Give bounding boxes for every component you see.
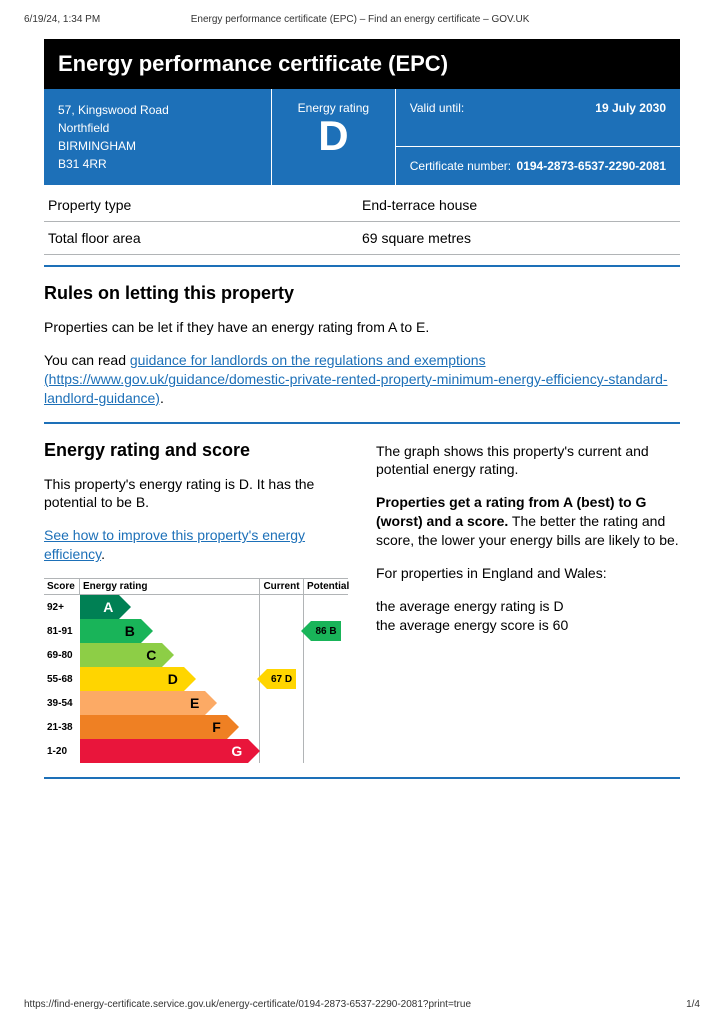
energy-right-col: The graph shows this property's current … (376, 424, 680, 764)
row-potential-cell (304, 739, 348, 763)
cert-value: 0194-2873-6537-2290-2081 (517, 159, 666, 173)
energy-right-p4: the average energy rating is D the avera… (376, 597, 680, 635)
row-current-cell (260, 715, 304, 739)
row-bar: D (80, 667, 184, 691)
row-bar-wrap: E (80, 691, 260, 715)
row-score: 92+ (44, 602, 80, 613)
chart-row-a: 92+A (44, 595, 348, 619)
print-header: 6/19/24, 1:34 PM Energy performance cert… (0, 0, 724, 25)
header-current: Current (260, 579, 304, 594)
current-marker: 67 D (267, 669, 296, 689)
rules-p2: You can read guidance for landlords on t… (44, 351, 680, 408)
row-score: 55-68 (44, 674, 80, 685)
property-type-label: Property type (48, 197, 362, 213)
row-score: 81-91 (44, 626, 80, 637)
row-potential-cell (304, 715, 348, 739)
chart-row-d: 55-68D 67 D (44, 667, 348, 691)
row-current-cell: 67 D (260, 667, 304, 691)
energy-section: Energy rating and score This property's … (44, 424, 680, 764)
address-cell: 57, Kingswood Road Northfield BIRMINGHAM… (44, 89, 272, 185)
row-bar-wrap: C (80, 643, 260, 667)
row-bar: A (80, 595, 119, 619)
rating-cell: Energy rating D (272, 89, 396, 185)
row-potential-cell: 86 B (304, 619, 348, 643)
energy-right-p2: Properties get a rating from A (best) to… (376, 493, 680, 550)
energy-left-link-p: See how to improve this property's energ… (44, 526, 348, 564)
row-bar-wrap: A (80, 595, 260, 619)
row-current-cell (260, 619, 304, 643)
rules-heading: Rules on letting this property (44, 283, 680, 304)
row-current-cell (260, 595, 304, 619)
energy-right-p1: The graph shows this property's current … (376, 442, 680, 480)
row-bar: E (80, 691, 205, 715)
property-type-value: End-terrace house (362, 197, 676, 213)
address-line1: 57, Kingswood Road (58, 101, 257, 119)
potential-marker: 86 B (311, 621, 340, 641)
footer-page: 1/4 (686, 999, 700, 1010)
row-bar: F (80, 715, 227, 739)
chart-row-e: 39-54E (44, 691, 348, 715)
row-bar: G (80, 739, 248, 763)
row-potential-cell (304, 643, 348, 667)
divider-3 (44, 777, 680, 779)
address-city: BIRMINGHAM (58, 137, 257, 155)
row-score: 69-80 (44, 650, 80, 661)
print-datetime: 6/19/24, 1:34 PM (24, 14, 100, 25)
print-title: Energy performance certificate (EPC) – F… (100, 14, 620, 25)
row-score: 21-38 (44, 722, 80, 733)
rules-p2-post: . (160, 390, 164, 406)
row-current-cell (260, 691, 304, 715)
cert-label: Certificate number: (410, 159, 517, 173)
avg-score: the average energy score is 60 (376, 617, 568, 633)
row-bar-wrap: G (80, 739, 260, 763)
right-cells: Valid until: 19 July 2030 Certificate nu… (396, 89, 680, 185)
row-bar-wrap: D (80, 667, 260, 691)
row-current-cell (260, 739, 304, 763)
row-potential-cell (304, 691, 348, 715)
energy-heading: Energy rating and score (44, 440, 348, 461)
main-content: Energy performance certificate (EPC) 57,… (0, 25, 724, 779)
chart-row-c: 69-80C (44, 643, 348, 667)
row-bar-wrap: F (80, 715, 260, 739)
chart-row-b: 81-91B 86 B (44, 619, 348, 643)
avg-rating: the average energy rating is D (376, 598, 564, 614)
floor-area-label: Total floor area (48, 230, 362, 246)
header-rating: Energy rating (80, 579, 260, 594)
print-footer: https://find-energy-certificate.service.… (24, 999, 700, 1010)
row-bar: C (80, 643, 162, 667)
row-score: 1-20 (44, 746, 80, 757)
address-line2: Northfield (58, 119, 257, 137)
footer-url: https://find-energy-certificate.service.… (24, 999, 471, 1010)
page-title: Energy performance certificate (EPC) (44, 39, 680, 89)
row-potential-cell (304, 667, 348, 691)
floor-area-value: 69 square metres (362, 230, 676, 246)
energy-left-p1: This property's energy rating is D. It h… (44, 475, 348, 513)
floor-area-row: Total floor area 69 square metres (44, 222, 680, 255)
chart-row-f: 21-38F (44, 715, 348, 739)
valid-value: 19 July 2030 (595, 101, 666, 134)
improve-link[interactable]: See how to improve this property's energ… (44, 527, 305, 562)
property-table: Property type End-terrace house Total fl… (44, 189, 680, 255)
header-potential: Potential (304, 579, 348, 594)
address-postcode: B31 4RR (58, 155, 257, 173)
valid-label: Valid until: (410, 101, 596, 134)
energy-left-col: Energy rating and score This property's … (44, 424, 348, 764)
rules-p2-pre: You can read (44, 352, 130, 368)
row-current-cell (260, 643, 304, 667)
property-type-row: Property type End-terrace house (44, 189, 680, 222)
chart-row-g: 1-20G (44, 739, 348, 763)
row-bar: B (80, 619, 141, 643)
row-bar-wrap: B (80, 619, 260, 643)
rules-p1: Properties can be let if they have an en… (44, 318, 680, 337)
row-score: 39-54 (44, 698, 80, 709)
energy-right-p3: For properties in England and Wales: (376, 564, 680, 583)
rules-link[interactable]: guidance for landlords on the regulation… (44, 352, 668, 406)
chart-header: ScoreEnergy ratingCurrentPotential (44, 579, 348, 595)
header-score: Score (44, 579, 80, 594)
divider-1 (44, 265, 680, 267)
summary-box: 57, Kingswood Road Northfield BIRMINGHAM… (44, 89, 680, 185)
energy-chart: ScoreEnergy ratingCurrentPotential92+A81… (44, 578, 348, 763)
rating-letter: D (286, 115, 381, 157)
row-potential-cell (304, 595, 348, 619)
